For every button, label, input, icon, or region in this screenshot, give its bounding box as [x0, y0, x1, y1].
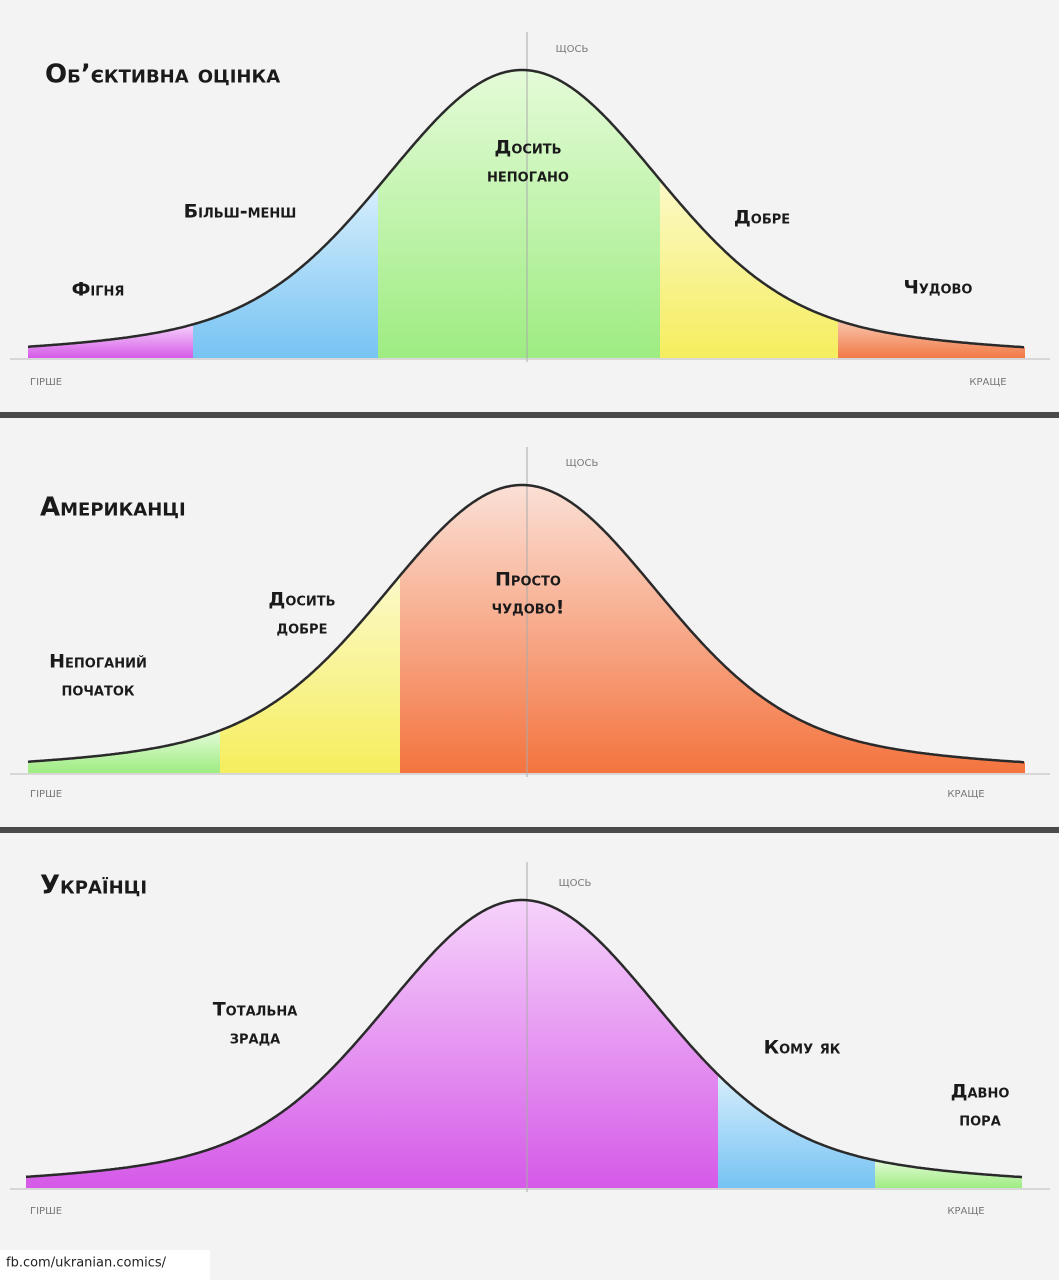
y-axis-label: щось — [559, 874, 592, 890]
segment-label: Просто — [495, 569, 561, 591]
segment-label: Непоганий — [49, 651, 147, 673]
x-left-label: гірше — [30, 373, 62, 389]
y-axis-label: щось — [566, 454, 599, 470]
panel-title: Об’єктивна оцінка — [45, 60, 280, 90]
x-left-label: гірше — [30, 785, 62, 801]
segment-label: Давно — [951, 1081, 1010, 1103]
segment-label: пора — [959, 1109, 1001, 1131]
segment-label: Тотальна — [213, 999, 298, 1021]
curve-outline — [27, 483, 1025, 764]
x-left-label: гірше — [30, 1202, 62, 1218]
panel-title: Американці — [40, 493, 186, 523]
segment-label: непогано — [487, 165, 569, 187]
curve-segment — [28, 730, 220, 773]
segment-label: зрада — [230, 1027, 280, 1049]
curve-segment — [193, 187, 378, 358]
footer: fb.com/ukranian.comics/ — [6, 1256, 167, 1271]
panel-title: Українці — [40, 871, 147, 901]
segment-label: Досить — [268, 589, 335, 611]
segment-label: Добре — [734, 207, 790, 229]
footer-bg — [0, 1250, 210, 1280]
segment-label: чудово! — [492, 597, 565, 619]
segment-label: Чудово — [904, 277, 973, 299]
curve-segment — [660, 179, 838, 358]
y-axis-label: щось — [556, 40, 589, 56]
curve-segment — [378, 70, 660, 358]
segment-label: Кому як — [764, 1037, 841, 1059]
segment-label: Фігня — [72, 279, 125, 301]
curve-segment — [718, 1074, 875, 1188]
separator — [0, 412, 1059, 418]
segment-label: Більш-менш — [184, 201, 297, 223]
x-right-label: краще — [947, 785, 984, 801]
curve-segment — [220, 575, 400, 773]
segment-label: Досить — [494, 137, 561, 159]
curve-segment — [400, 485, 1025, 773]
curve-segment — [838, 320, 1025, 358]
curve-segment — [28, 324, 193, 358]
x-right-label: краще — [969, 373, 1006, 389]
curve-segment — [26, 900, 718, 1188]
segment-label: добре — [277, 617, 328, 639]
x-right-label: краще — [947, 1202, 984, 1218]
segment-label: початок — [61, 679, 134, 701]
curve-outline — [27, 68, 1025, 349]
curve-outline — [25, 898, 1023, 1179]
separator — [0, 827, 1059, 833]
